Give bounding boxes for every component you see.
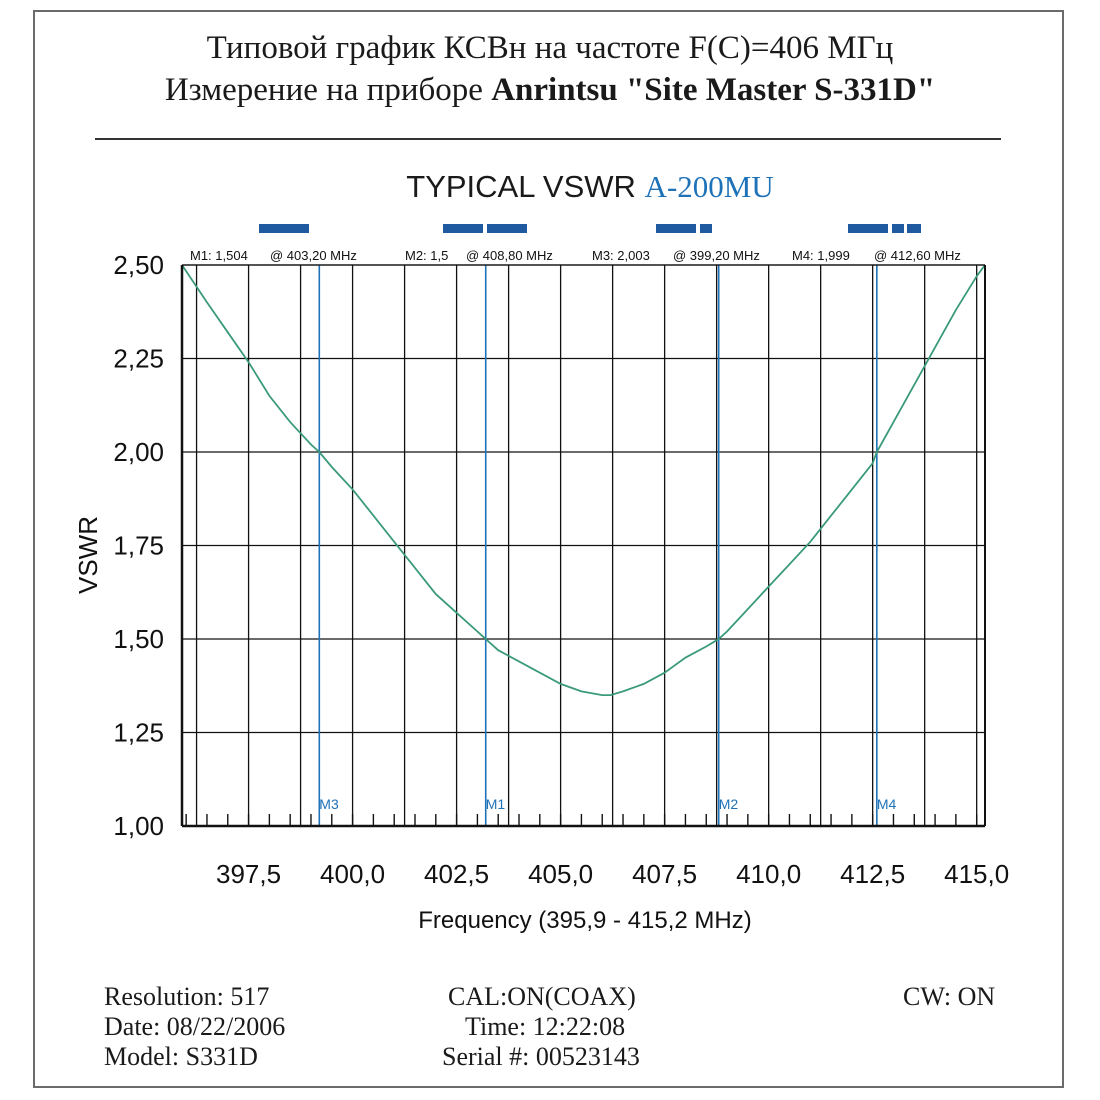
x-tick-label: 415,0 [944, 859, 1009, 889]
marker-label: M2 [719, 796, 739, 812]
grid [182, 264, 985, 827]
subtitle-prefix: Измерение на приборе [164, 72, 492, 108]
marker-readout-frequency: @ 399,20 MHz [673, 248, 760, 263]
chart-title-model: A-200MU [645, 169, 774, 204]
y-tick-label: 1,25 [113, 718, 164, 748]
resolution-text: Resolution: 517 [104, 982, 270, 1011]
marker-label: M3 [319, 796, 339, 812]
marker-readouts: M1: 1,504 @ 403,20 MHz M2: 1,5 @ 408,80 MHz… [190, 248, 961, 263]
y-tick-label: 2,25 [113, 344, 164, 374]
marker-status-bar [259, 224, 309, 233]
marker-readout-label: M3: 2,003 [592, 248, 650, 263]
page-subtitle: Измерение на приборе Anrintsu "Site Mast… [0, 70, 1100, 110]
marker-lines: M3 M1 M2 M4 [318, 265, 897, 826]
marker-readout-frequency: @ 403,20 MHz [270, 248, 357, 263]
marker-status-bar [443, 224, 483, 233]
vswr-curve-group [181, 264, 986, 696]
x-tick-label: 405,0 [528, 859, 593, 889]
marker-status-bars [259, 224, 921, 233]
chart-title-prefix: TYPICAL VSWR [406, 169, 644, 204]
x-tick-label: 397,5 [216, 859, 281, 889]
model-text: Model: S331D [104, 1042, 258, 1071]
date-text: Date: 08/22/2006 [104, 1012, 286, 1041]
x-tick-label: 400,0 [320, 859, 385, 889]
y-axis-label: VSWR [73, 516, 103, 594]
marker-readout-label: M2: 1,5 [405, 248, 448, 263]
instrument-name: Anrintsu "Site Master S-331D" [491, 72, 936, 108]
x-tick-label: 412,5 [840, 859, 905, 889]
marker-readout-label: M1: 1,504 [190, 248, 248, 263]
marker-readout-frequency: @ 408,80 MHz [466, 248, 553, 263]
x-tick-label: 410,0 [736, 859, 801, 889]
y-tick-label: 2,00 [113, 437, 164, 467]
marker-status-bar [700, 224, 712, 233]
header-divider [95, 138, 1001, 140]
x-axis-label: Frequency (395,9 - 415,2 MHz) [418, 907, 751, 934]
page-title: Типовой график КСВн на частоте F(C)=406 … [206, 30, 894, 66]
marker-readout-label: M4: 1,999 [792, 248, 850, 263]
serial-text: Serial #: 00523143 [442, 1042, 640, 1071]
x-tick-label: 407,5 [632, 859, 697, 889]
marker-label: M1 [486, 796, 506, 812]
axes [180, 264, 986, 828]
y-tick-label: 2,50 [113, 250, 164, 280]
page-frame [33, 10, 1064, 1088]
y-tick-labels: 1,00 1,25 1,50 1,75 2,00 2,25 2,50 [113, 250, 164, 841]
x-tick-labels: 397,5 400,0 402,5 405,0 407,5 410,0 412,5 415,0 [216, 859, 1009, 889]
marker-status-bar [892, 224, 904, 233]
x-tick-label: 402,5 [424, 859, 489, 889]
cal-text: CAL:ON(COAX) [448, 982, 636, 1011]
y-tick-label: 1,50 [113, 624, 164, 654]
y-tick-label: 1,75 [113, 531, 164, 561]
minor-ticks [185, 814, 978, 826]
cw-text: CW: ON [903, 982, 996, 1011]
marker-status-bar [656, 224, 696, 233]
vswr-curve [181, 264, 986, 696]
time-text: Time: 12:22:08 [465, 1012, 626, 1041]
marker-status-bar [848, 224, 888, 233]
marker-status-bar [487, 224, 527, 233]
y-tick-label: 1,00 [113, 811, 164, 841]
marker-readout-frequency: @ 412,60 MHz [874, 248, 961, 263]
marker-label: M4 [877, 796, 897, 812]
chart-title: TYPICAL VSWR A-200MU [406, 169, 773, 204]
marker-status-bar [907, 224, 921, 233]
